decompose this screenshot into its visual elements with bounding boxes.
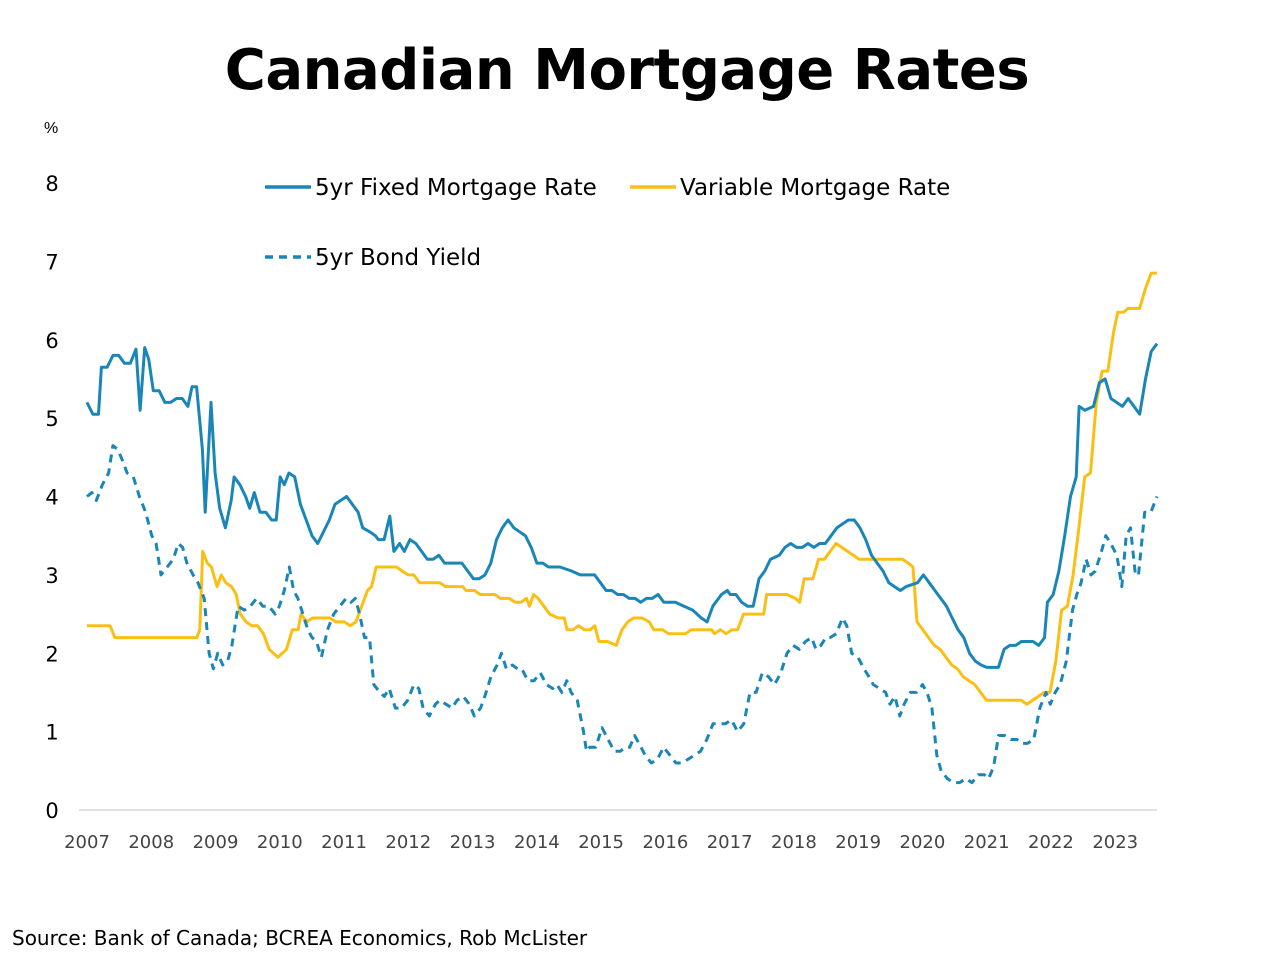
x-tick-label: 2023: [1092, 832, 1138, 853]
legend-item-5yr-bond-label: 5yr Bond Yield: [315, 245, 481, 271]
y-tick-label: 8: [45, 172, 58, 196]
x-tick-label: 2011: [321, 832, 367, 853]
series-line-5yr-bond-yield: [86, 444, 1159, 785]
y-tick-label: 1: [45, 721, 58, 745]
y-tick-label: 0: [45, 799, 58, 823]
series-line-variable-mortgage-rate: [87, 271, 1157, 706]
x-tick-label: 2008: [128, 832, 174, 853]
x-tick-label: 2010: [257, 832, 303, 853]
x-tick-label: 2014: [514, 832, 560, 853]
x-tick-label: 2022: [1028, 832, 1074, 853]
x-tick-label: 2013: [450, 832, 496, 853]
y-axis-unit-label: %: [44, 120, 59, 137]
x-tick-label: 2017: [707, 832, 753, 853]
x-tick-label: 2018: [771, 832, 817, 853]
chart-title: Canadian Mortgage Rates: [224, 38, 1030, 103]
legend-item-variable-label: Variable Mortgage Rate: [680, 175, 950, 201]
x-tick-label: 2012: [385, 832, 431, 853]
x-tick-label: 2020: [900, 832, 946, 853]
y-tick-label: 2: [45, 642, 58, 666]
x-tick-label: 2016: [642, 832, 688, 853]
x-tick-label: 2009: [193, 832, 239, 853]
y-tick-label: 6: [45, 329, 58, 353]
y-tick-label: 7: [45, 250, 58, 274]
y-tick-label: 4: [45, 486, 58, 510]
y-tick-label: 3: [45, 564, 58, 588]
y-tick-label: 5: [45, 407, 58, 431]
x-tick-label: 2021: [964, 832, 1010, 853]
x-tick-label: 2015: [578, 832, 624, 853]
source-note: Source: Bank of Canada; BCREA Economics,…: [12, 926, 588, 950]
x-tick-label: 2019: [835, 832, 881, 853]
legend-item-5yr-fixed-label: 5yr Fixed Mortgage Rate: [315, 175, 597, 201]
series-line-5yr-fixed-mortgage-rate: [85, 342, 1159, 669]
x-tick-label: 2007: [64, 832, 110, 853]
